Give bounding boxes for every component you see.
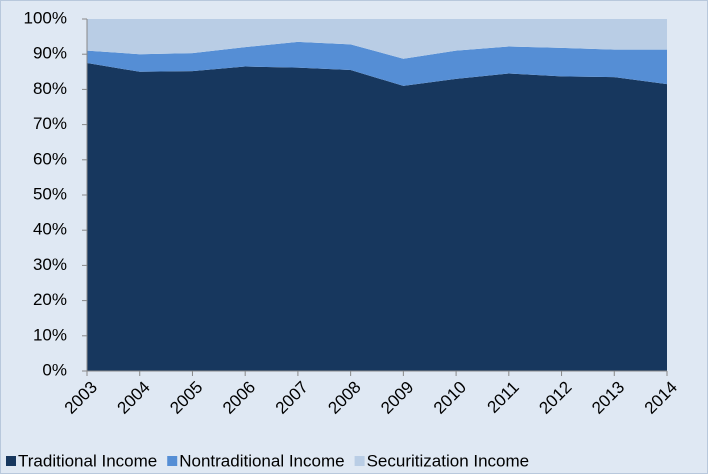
legend-label: Securitization Income	[367, 451, 530, 470]
legend-swatch	[167, 456, 178, 466]
y-tick-label: 60%	[33, 149, 67, 168]
y-tick-label: 80%	[33, 79, 67, 98]
y-tick-label: 90%	[33, 44, 67, 63]
x-tick-label: 2012	[535, 378, 575, 418]
area	[87, 63, 667, 371]
x-tick-label: 2005	[166, 378, 206, 418]
y-tick-label: 70%	[33, 114, 67, 133]
legend-label: Traditional Income	[18, 451, 157, 470]
area	[87, 19, 667, 59]
y-tick-label: 30%	[33, 255, 67, 274]
y-tick-label: 10%	[33, 325, 67, 344]
x-tick-label: 2013	[588, 378, 628, 418]
x-tick-label: 2008	[324, 378, 364, 418]
area	[87, 41, 667, 86]
y-tick-label: 20%	[33, 290, 67, 309]
y-tick-label: 40%	[33, 220, 67, 239]
legend-label: Nontraditional Income	[179, 451, 344, 470]
x-tick-label: 2014	[641, 378, 681, 418]
x-tick-label: 2011	[484, 378, 523, 417]
x-tick-label: 2010	[430, 378, 470, 418]
legend-swatch	[354, 456, 365, 466]
x-tick-label: 2009	[377, 378, 417, 418]
y-tick-label: 50%	[33, 184, 67, 203]
x-tick-label: 2006	[219, 378, 259, 418]
x-tick-label: 2007	[272, 378, 312, 418]
x-tick-label: 2004	[114, 378, 154, 418]
y-tick-label: 100%	[24, 8, 67, 27]
legend-swatch	[6, 456, 16, 466]
y-tick-label: 0%	[42, 360, 67, 379]
x-tick-label: 2003	[61, 378, 101, 418]
